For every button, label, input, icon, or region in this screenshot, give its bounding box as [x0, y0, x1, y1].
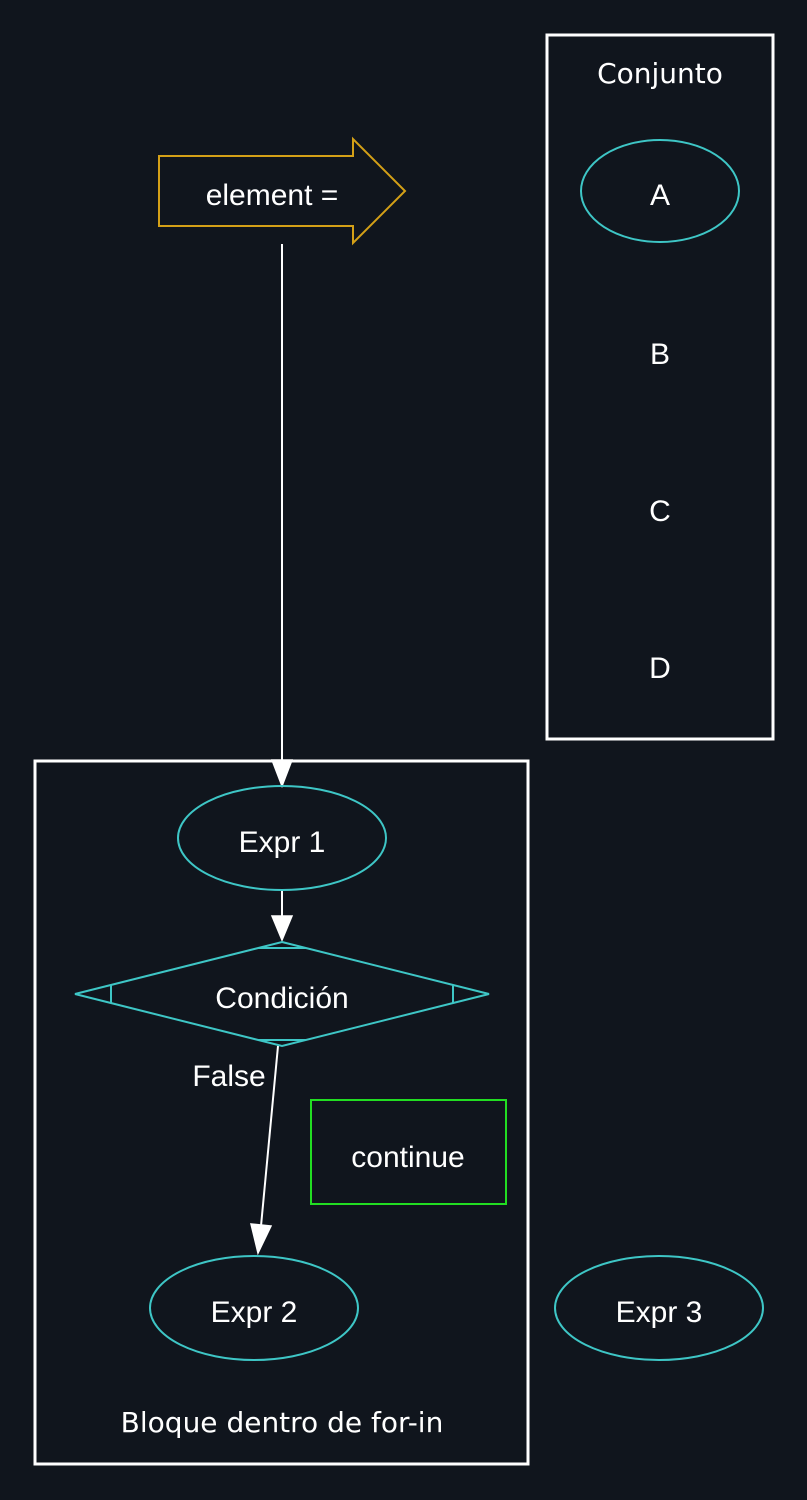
node-expr1: Expr 1: [177, 785, 387, 891]
cluster-conjunto-label: Conjunto: [597, 57, 723, 90]
node-continue-box: continue: [310, 1099, 507, 1205]
node-condition-label: Condición: [215, 982, 348, 1015]
node-expr3: Expr 3: [554, 1255, 764, 1361]
node-expr2-label: Expr 2: [211, 1296, 298, 1329]
node-expr2: Expr 2: [149, 1255, 359, 1361]
edge-condition-to-expr2: False: [192, 1045, 279, 1256]
edge-false-label: False: [192, 1060, 265, 1093]
node-condition-diamond: Condición: [74, 940, 490, 1048]
node-element-arrow: element =: [158, 136, 407, 246]
node-continue-label: continue: [351, 1141, 464, 1174]
cluster-conjunto: Conjunto: [545, 33, 775, 741]
node-set-c-label: C: [649, 495, 671, 528]
cluster-bloque-label: Bloque dentro de for-in: [121, 1406, 444, 1439]
node-set-d-label: D: [649, 652, 671, 685]
edge-element-to-expr1: [270, 244, 294, 789]
node-expr1-label: Expr 1: [239, 826, 326, 859]
node-expr3-label: Expr 3: [616, 1296, 703, 1329]
node-set-a-label: A: [650, 179, 670, 212]
node-set-a: A: [580, 139, 740, 243]
edge-expr1-to-condition: [270, 891, 294, 942]
node-set-b-label: B: [650, 338, 670, 371]
node-element-label: element =: [206, 179, 339, 212]
